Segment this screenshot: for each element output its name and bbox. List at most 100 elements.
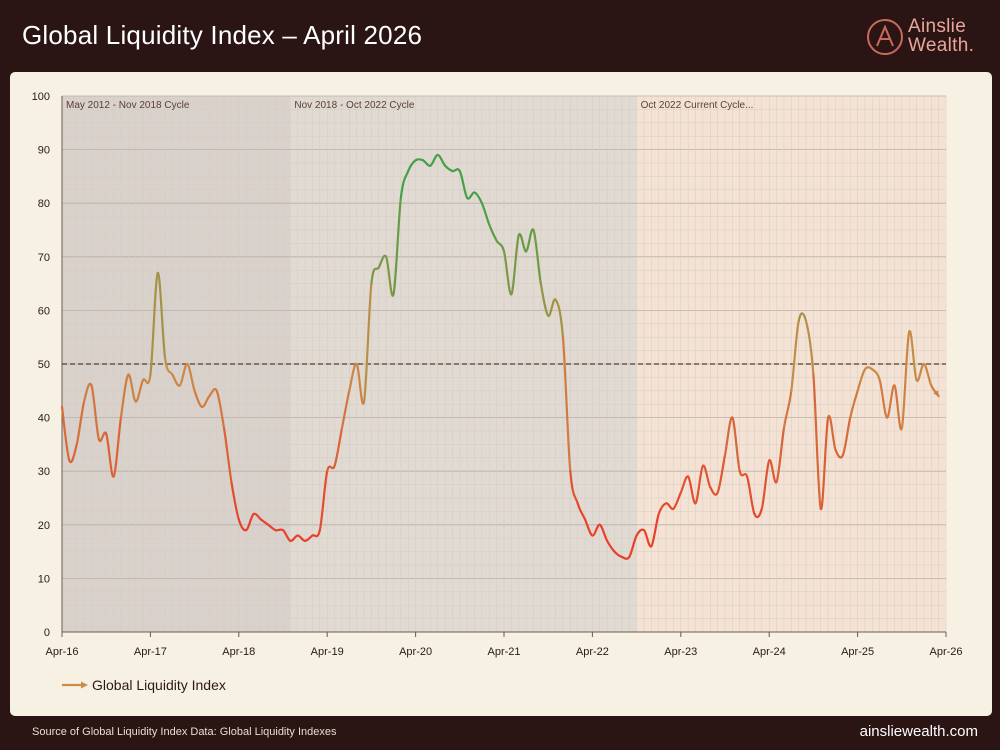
series-segment [112, 416, 123, 478]
series-segment [311, 529, 321, 538]
x-tick-label: Apr-22 [576, 646, 609, 658]
series-segment [628, 534, 638, 559]
series-segment [274, 528, 285, 532]
legend-arrow-icon [81, 681, 88, 689]
x-tick-label: Apr-26 [929, 646, 962, 658]
chart-panel: May 2012 - Nov 2018 Cycle Nov 2018 - Oct … [10, 72, 992, 716]
series-segment [134, 378, 145, 403]
series-segment [871, 368, 881, 382]
x-tick-label: Apr-20 [399, 646, 432, 658]
x-tick-label: Apr-24 [753, 646, 786, 658]
series-segment [480, 202, 491, 226]
series-segment [473, 191, 483, 205]
series-segment [849, 389, 859, 419]
series-segment [68, 443, 78, 464]
x-tick-label: Apr-25 [841, 646, 874, 658]
series-segment [841, 416, 852, 457]
series-segment [90, 384, 100, 441]
series-segment [790, 320, 800, 392]
data-source-note: Source of Global Liquidity Index Data: G… [32, 726, 337, 738]
cycle-label-3: Oct 2022 Current Cycle... [641, 100, 754, 111]
series-line-global-liquidity-index [60, 153, 940, 560]
page-title: Global Liquidity Index – April 2026 [22, 20, 423, 50]
y-tick-label: 50 [38, 359, 50, 371]
series-segment [922, 362, 933, 387]
series-segment [760, 459, 771, 510]
logo-word-wealth: Wealth. [908, 35, 975, 56]
series-segment [598, 523, 609, 542]
ainslie-wealth-logo[interactable]: Ainslie Wealth. [866, 16, 986, 58]
series-segment [83, 382, 93, 403]
series-segment [561, 336, 572, 473]
website-link[interactable]: ainsliewealth.com [859, 723, 978, 740]
x-tick-label: Apr-17 [134, 646, 167, 658]
cycle-label-1: May 2012 - Nov 2018 Cycle [66, 100, 190, 111]
series-segment [731, 416, 741, 473]
ainslie-a-icon [867, 19, 903, 55]
logo-dot: . [968, 35, 975, 56]
legend-label: Global Liquidity Index [92, 677, 226, 693]
y-tick-label: 20 [38, 520, 50, 532]
y-tick-label: 100 [32, 91, 50, 103]
series-segment [900, 330, 911, 430]
y-tick-label: 30 [38, 466, 50, 478]
series-segment [488, 223, 498, 242]
series-end-arrow [933, 390, 939, 397]
series-segment [333, 427, 344, 467]
y-tick-label: 10 [38, 573, 50, 585]
series-segment [834, 448, 844, 459]
y-tick-label: 70 [38, 252, 50, 264]
x-tick-label: Apr-18 [222, 646, 255, 658]
series-segment [827, 414, 837, 451]
series-segment [510, 234, 520, 296]
series-segment [908, 330, 918, 382]
series-segment [709, 486, 719, 496]
header-bar: Global Liquidity Index – April 2026 Ains… [0, 0, 1000, 72]
series-segment [554, 298, 565, 339]
series-segment [458, 169, 469, 199]
series-segment [495, 239, 506, 253]
series-segment [75, 400, 86, 446]
series-segment [694, 464, 704, 505]
y-tick-label: 80 [38, 198, 50, 210]
series-segment [208, 387, 218, 398]
y-tick-label: 40 [38, 413, 50, 425]
series-segment [318, 470, 329, 532]
series-segment [215, 389, 226, 430]
series-segment [797, 312, 808, 323]
series-segment [746, 475, 756, 516]
y-tick-label: 60 [38, 305, 50, 317]
series-segment [385, 255, 395, 297]
x-tick-label: Apr-19 [311, 646, 344, 658]
series-segment [399, 169, 410, 199]
series-segment [326, 464, 336, 473]
x-tick-label: Apr-16 [45, 646, 78, 658]
series-segment [149, 271, 159, 376]
series-segment [782, 389, 793, 430]
series-segment [650, 512, 660, 548]
series-segment [738, 470, 749, 478]
series-segment [819, 416, 830, 510]
series-segment [414, 158, 425, 162]
series-segment [186, 362, 196, 392]
series-segment [355, 362, 366, 405]
series-segment [392, 196, 402, 296]
series-segment [753, 507, 763, 519]
series-segment [569, 470, 579, 505]
series-segment [119, 373, 130, 419]
series-segment [141, 373, 152, 385]
series-segment [532, 228, 542, 285]
series-segment [60, 405, 71, 462]
series-segment [156, 271, 167, 360]
cycle-label-2: Nov 2018 - Oct 2022 Cycle [294, 100, 414, 111]
y-tick-label: 0 [44, 627, 50, 639]
series-segment [856, 368, 867, 392]
series-segment [672, 491, 682, 510]
liquidity-chart: May 2012 - Nov 2018 Cycle Nov 2018 - Oct … [32, 91, 963, 693]
series-segment [340, 389, 351, 430]
series-segment [539, 282, 550, 317]
series-segment [127, 373, 137, 403]
series-segment [878, 378, 889, 419]
series-segment [775, 427, 786, 484]
logo-word-ainslie: Ainslie [908, 16, 967, 37]
